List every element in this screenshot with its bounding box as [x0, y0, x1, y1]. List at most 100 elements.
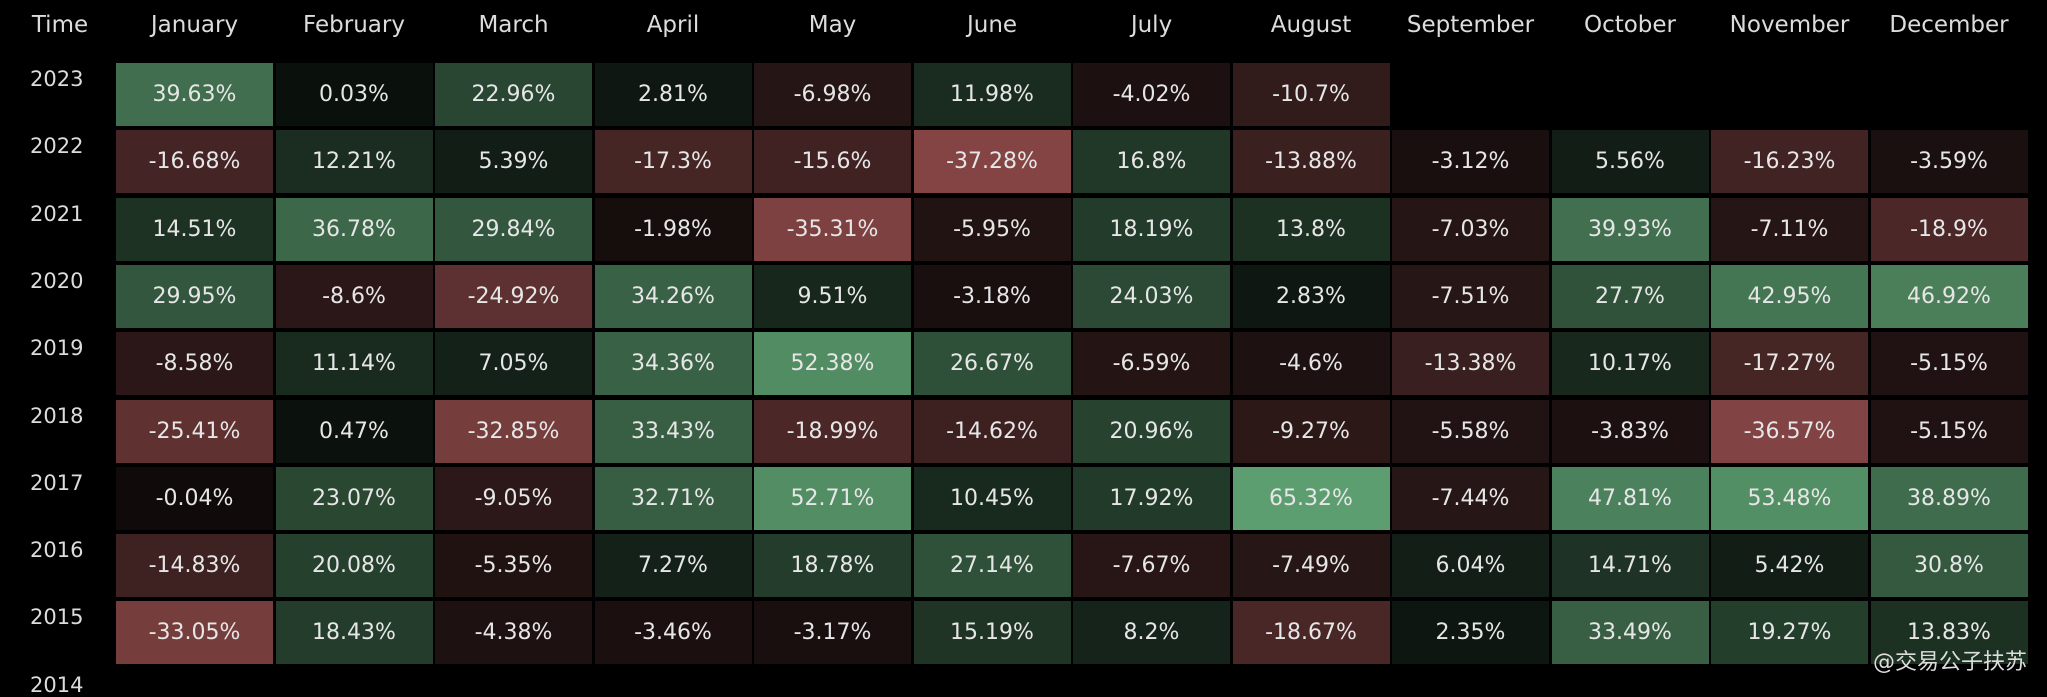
return-cell: -17.3%: [594, 130, 752, 194]
return-cell: 11.98%: [913, 63, 1071, 126]
return-cell: 18.78%: [754, 534, 911, 598]
month-header: July: [1130, 12, 1173, 38]
year-label: 2022: [30, 134, 84, 159]
return-cell: -13.88%: [1232, 130, 1390, 194]
return-cell: 17.92%: [1073, 466, 1230, 530]
return-cell: -15.6%: [754, 130, 911, 194]
return-cell: -7.67%: [1073, 534, 1230, 598]
return-cell: 7.05%: [435, 332, 592, 396]
return-cell: -14.83%: [116, 534, 273, 598]
month-header: November: [1729, 12, 1850, 38]
return-cell: -32.85%: [435, 399, 592, 463]
return-cell: 6.04%: [1392, 534, 1549, 598]
return-cell: 39.63%: [116, 63, 273, 126]
year-label: 2017: [30, 470, 84, 495]
return-cell: -18.99%: [754, 399, 911, 463]
return-cell: -33.05%: [116, 601, 273, 665]
return-cell: 15.19%: [913, 601, 1071, 665]
return-cell: 27.7%: [1551, 264, 1709, 328]
return-cell: -7.44%: [1392, 466, 1549, 530]
return-cell: -17.27%: [1711, 332, 1868, 396]
month-header: March: [478, 12, 549, 38]
return-cell: 18.43%: [275, 601, 433, 665]
return-cell: 52.71%: [754, 466, 911, 530]
return-cell: -0.04%: [116, 466, 273, 530]
return-cell: 13.83%: [1870, 601, 2028, 665]
return-cell: 34.36%: [594, 332, 752, 396]
month-header: December: [1889, 12, 2009, 38]
return-cell: 34.26%: [594, 264, 752, 328]
return-cell: 29.95%: [116, 264, 273, 328]
return-cell: -25.41%: [116, 399, 273, 463]
return-cell: -5.35%: [435, 534, 592, 598]
return-cell: -3.17%: [754, 601, 911, 665]
return-cell: 5.39%: [435, 130, 592, 194]
return-cell: 26.67%: [913, 332, 1071, 396]
year-label: 2015: [30, 605, 84, 630]
return-cell: -14.62%: [913, 399, 1071, 463]
return-cell: 10.17%: [1551, 332, 1709, 396]
year-label: 2018: [30, 403, 84, 428]
return-cell: 39.93%: [1551, 197, 1709, 261]
return-cell: -10.7%: [1232, 63, 1390, 126]
return-cell: 2.35%: [1392, 601, 1549, 665]
month-header: August: [1270, 12, 1352, 38]
return-cell: 23.07%: [275, 466, 433, 530]
return-cell: 52.38%: [754, 332, 911, 396]
return-cell: -5.95%: [913, 197, 1071, 261]
return-cell: -13.38%: [1392, 332, 1549, 396]
return-cell: -8.58%: [116, 332, 273, 396]
return-cell: -5.15%: [1870, 332, 2028, 396]
return-cell: 47.81%: [1551, 466, 1709, 530]
return-cell: 24.03%: [1073, 264, 1230, 328]
return-cell: -4.6%: [1232, 332, 1390, 396]
return-cell: 8.2%: [1073, 601, 1230, 665]
return-cell: -7.11%: [1711, 197, 1868, 261]
return-cell: 16.8%: [1073, 130, 1230, 194]
year-label: 2023: [30, 67, 84, 91]
watermark: @交易公子扶苏: [1872, 650, 2027, 675]
return-cell: 32.71%: [594, 466, 752, 530]
return-cell: -1.98%: [594, 197, 752, 261]
return-cell: 42.95%: [1711, 264, 1868, 328]
return-cell: -7.49%: [1232, 534, 1390, 598]
time-header: Time: [31, 12, 89, 38]
return-cell: 33.43%: [594, 399, 752, 463]
return-cell: 30.8%: [1870, 534, 2028, 598]
return-cell: -9.05%: [435, 466, 592, 530]
return-cell: -3.59%: [1870, 130, 2028, 194]
return-cell: -7.03%: [1392, 197, 1549, 261]
return-cell: -3.12%: [1392, 130, 1549, 194]
year-label: 2021: [30, 201, 84, 226]
return-cell: -3.83%: [1551, 399, 1709, 463]
year-label: 2020: [30, 268, 84, 293]
return-cell: -7.51%: [1392, 264, 1549, 328]
month-header: September: [1406, 12, 1535, 38]
return-cell: 12.21%: [275, 130, 433, 194]
return-cell: 10.45%: [913, 466, 1071, 530]
return-cell: 7.27%: [594, 534, 752, 598]
month-header: October: [1583, 12, 1677, 38]
return-cell: -3.46%: [594, 601, 752, 665]
return-cell: 38.89%: [1870, 466, 2028, 530]
year-label: 2016: [30, 538, 84, 563]
return-cell: 13.8%: [1232, 197, 1390, 261]
return-cell: -4.38%: [435, 601, 592, 665]
return-cell: 46.92%: [1870, 264, 2028, 328]
return-cell: 19.27%: [1711, 601, 1868, 665]
month-header: January: [150, 12, 239, 38]
return-cell: 22.96%: [435, 63, 592, 126]
return-cell: 5.42%: [1711, 534, 1868, 598]
return-cell: 20.08%: [275, 534, 433, 598]
year-label: 2014: [30, 672, 84, 697]
month-header: June: [966, 12, 1018, 38]
return-cell: -6.98%: [754, 63, 911, 126]
return-cell: 14.71%: [1551, 534, 1709, 598]
return-cell: 36.78%: [275, 197, 433, 261]
return-cell: 20.96%: [1073, 399, 1230, 463]
month-header: April: [646, 12, 700, 38]
page: Time January February March April May June July…: [30, 12, 2028, 697]
return-cell: -5.15%: [1870, 399, 2028, 463]
return-cell: -37.28%: [913, 130, 1071, 194]
return-cell: 5.56%: [1551, 130, 1709, 194]
